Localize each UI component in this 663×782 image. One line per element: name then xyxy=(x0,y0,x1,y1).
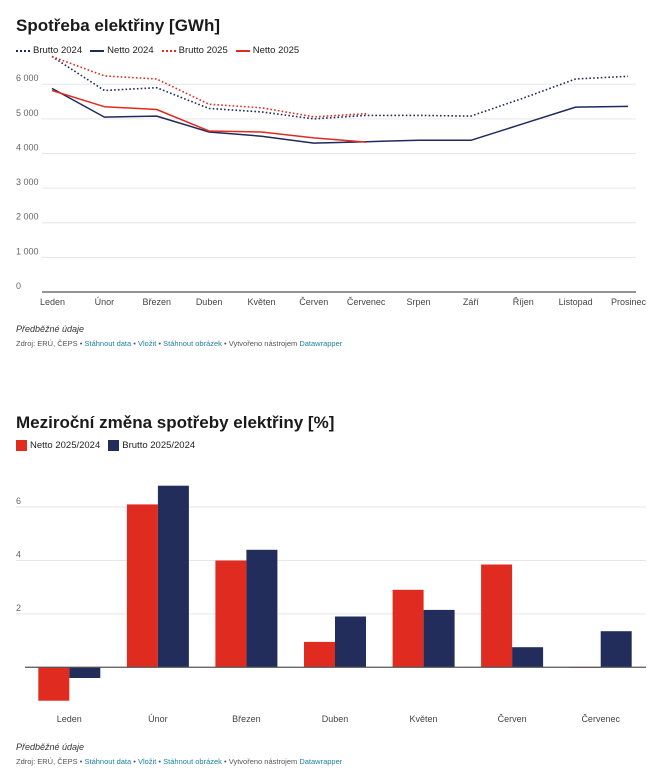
x-tick-label: Prosinec xyxy=(611,297,647,307)
x-tick-label: Říjen xyxy=(513,297,534,307)
y-tick-label: 4 000 xyxy=(16,142,39,152)
source-prefix: Zdroj: ERÚ, ČEPS • xyxy=(16,757,85,766)
separator: • xyxy=(156,757,164,766)
bar-netto xyxy=(481,564,513,668)
x-tick-label: Únor xyxy=(95,297,115,307)
bar-brutto xyxy=(600,631,632,668)
x-tick-label: Květen xyxy=(247,297,275,307)
x-tick-label: Květen xyxy=(410,714,438,724)
legend-label-brutto: Brutto 2025/2024 xyxy=(122,440,196,451)
bar-brutto xyxy=(335,616,366,668)
y-tick-label: 6 000 xyxy=(16,73,39,83)
y-tick-label: 2 xyxy=(16,603,21,613)
made-with-text: • Vytvořeno nástrojem xyxy=(221,339,300,348)
legend-item-brutto-2025: Brutto 2025 xyxy=(161,45,228,56)
download-data-link[interactable]: Stáhnout data xyxy=(84,757,132,766)
bar-brutto xyxy=(423,609,455,668)
x-tick-label: Duben xyxy=(322,714,349,724)
legend-item-brutto: Brutto 2025/2024 xyxy=(108,440,195,451)
bar-brutto xyxy=(246,549,278,668)
chart2-legend: Netto 2025/2024 Brutto 2025/2024 xyxy=(16,440,203,451)
x-tick-label: Březen xyxy=(142,297,171,307)
bar-brutto xyxy=(157,485,189,668)
x-tick-label: Listopad xyxy=(559,297,593,307)
y-tick-label: 4 xyxy=(16,549,21,559)
series-line-brutto-2025 xyxy=(51,55,367,118)
y-tick-label: 6 xyxy=(16,496,21,506)
series-line-netto-2024 xyxy=(51,87,629,144)
made-with-text: • Vytvořeno nástrojem xyxy=(221,757,300,766)
embed-link[interactable]: Vložit xyxy=(138,339,157,348)
legend-item-netto: Netto 2025/2024 xyxy=(16,440,100,451)
y-tick-label: 0 xyxy=(16,281,21,291)
chart1-legend: Brutto 2024 Netto 2024 Brutto 2025 Netto… xyxy=(16,45,307,56)
bar-brutto xyxy=(512,647,544,668)
legend-label-netto-2024: Netto 2024 xyxy=(107,45,154,56)
legend-swatch-netto xyxy=(16,440,27,451)
x-tick-label: Leden xyxy=(57,714,82,724)
separator: • xyxy=(131,757,138,766)
legend-label-brutto-2025: Brutto 2025 xyxy=(178,45,228,56)
bar-netto xyxy=(392,589,424,668)
bar-brutto xyxy=(69,667,101,678)
legend-item-netto-2025: Netto 2025 xyxy=(235,45,300,56)
y-tick-label: 1 000 xyxy=(16,246,39,256)
bar-chart-block: Meziroční změna spotřeby elektřiny [%] N… xyxy=(0,400,663,782)
download-image-link[interactable]: Stáhnout obrázek xyxy=(163,757,222,766)
chart1-title: Spotřeba elektřiny [GWh] xyxy=(16,16,221,35)
legend-swatch-netto-2025 xyxy=(235,49,250,52)
legend-swatch-netto-2024 xyxy=(90,49,105,52)
legend-label-netto-2025: Netto 2025 xyxy=(252,45,300,56)
bar-netto xyxy=(304,641,335,668)
x-tick-label: Leden xyxy=(40,297,65,307)
x-tick-label: Únor xyxy=(148,714,168,724)
x-tick-label: Červen xyxy=(498,714,527,724)
x-tick-label: Srpen xyxy=(407,297,431,307)
legend-swatch-brutto-2025 xyxy=(161,49,176,52)
chart2-title: Meziroční změna spotřeby elektřiny [%] xyxy=(16,413,335,432)
bar-netto xyxy=(215,560,247,668)
x-tick-label: Červen xyxy=(299,297,328,307)
y-tick-label: 3 000 xyxy=(16,177,39,187)
chart2-source: Zdroj: ERÚ, ČEPS • Stáhnout data • Vloži… xyxy=(16,757,342,766)
legend-item-brutto-2024: Brutto 2024 xyxy=(16,45,82,56)
bar-netto xyxy=(126,504,158,668)
bar-netto xyxy=(38,667,70,701)
legend-label-brutto-2024: Brutto 2024 xyxy=(33,45,83,56)
series-line-brutto-2024 xyxy=(51,55,629,120)
line-chart-block: Spotřeba elektřiny [GWh] Brutto 2024 Net… xyxy=(0,0,663,360)
x-tick-label: Březen xyxy=(232,714,261,724)
download-data-link[interactable]: Stáhnout data xyxy=(84,339,132,348)
line-chart: 0 1 000 2 000 3 000 4 000 5 000 6 000 Leden Únor… xyxy=(16,55,647,307)
separator: • xyxy=(131,339,138,348)
y-tick-label: 5 000 xyxy=(16,108,39,118)
x-tick-label: Červenec xyxy=(581,714,620,724)
chart1-note: Předběžné údaje xyxy=(16,324,85,334)
bar-chart: 2 4 6 Leden Únor Březen Duben Květen Červen Červe… xyxy=(16,485,646,724)
legend-label-netto: Netto 2025/2024 xyxy=(30,440,101,451)
x-tick-label: Duben xyxy=(196,297,223,307)
x-tick-label: Září xyxy=(463,297,480,307)
chart2-note: Předběžné údaje xyxy=(16,742,85,752)
series-line-netto-2025 xyxy=(51,89,367,143)
legend-swatch-brutto xyxy=(108,440,120,451)
datawrapper-link[interactable]: Datawrapper xyxy=(299,339,343,348)
separator: • xyxy=(156,339,164,348)
chart1-source: Zdroj: ERÚ, ČEPS • Stáhnout data • Vloži… xyxy=(16,339,342,348)
datawrapper-link[interactable]: Datawrapper xyxy=(299,757,343,766)
legend-swatch-brutto-2024 xyxy=(16,49,30,52)
embed-link[interactable]: Vložit xyxy=(138,757,157,766)
source-prefix: Zdroj: ERÚ, ČEPS • xyxy=(16,339,85,348)
y-tick-label: 2 000 xyxy=(16,212,39,222)
x-tick-label: Červenec xyxy=(347,297,386,307)
download-image-link[interactable]: Stáhnout obrázek xyxy=(163,339,222,348)
legend-item-netto-2024: Netto 2024 xyxy=(90,45,154,56)
